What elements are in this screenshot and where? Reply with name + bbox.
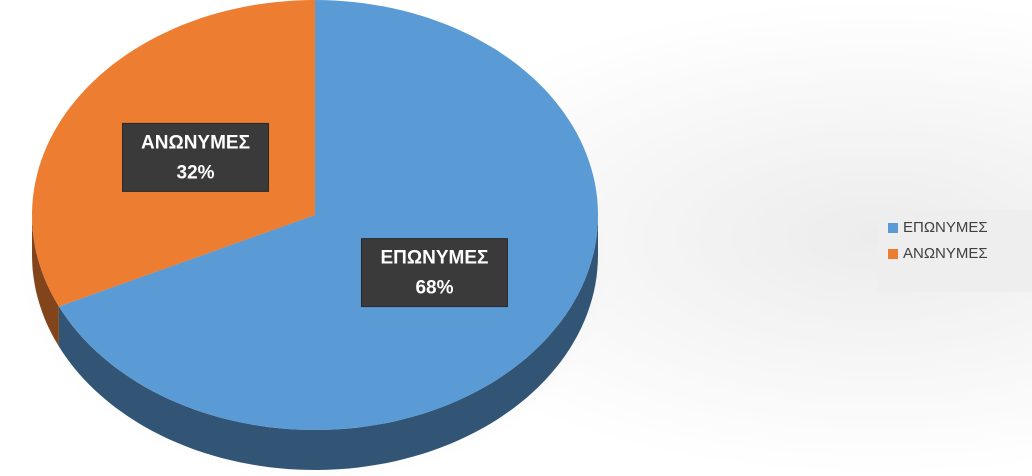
legend-label: ΕΠΩΝΥΜΕΣ xyxy=(903,219,988,236)
data-label-category: ΕΠΩΝΥΜΕΣ xyxy=(381,248,489,269)
data-label-value: 68% xyxy=(415,278,453,299)
legend-label: ΑΝΩΝΥΜΕΣ xyxy=(903,245,988,262)
pie-side xyxy=(32,215,59,347)
legend-swatch xyxy=(888,249,898,259)
data-label-box xyxy=(360,238,508,308)
pie-slice xyxy=(58,0,598,430)
pie-side xyxy=(58,215,598,470)
legend-swatch xyxy=(888,223,898,233)
legend-box xyxy=(878,210,1032,292)
data-label-category: ΑΝΩΝΥΜΕΣ xyxy=(141,132,250,153)
data-label-value: 32% xyxy=(177,162,215,183)
data-label-box xyxy=(122,122,270,192)
